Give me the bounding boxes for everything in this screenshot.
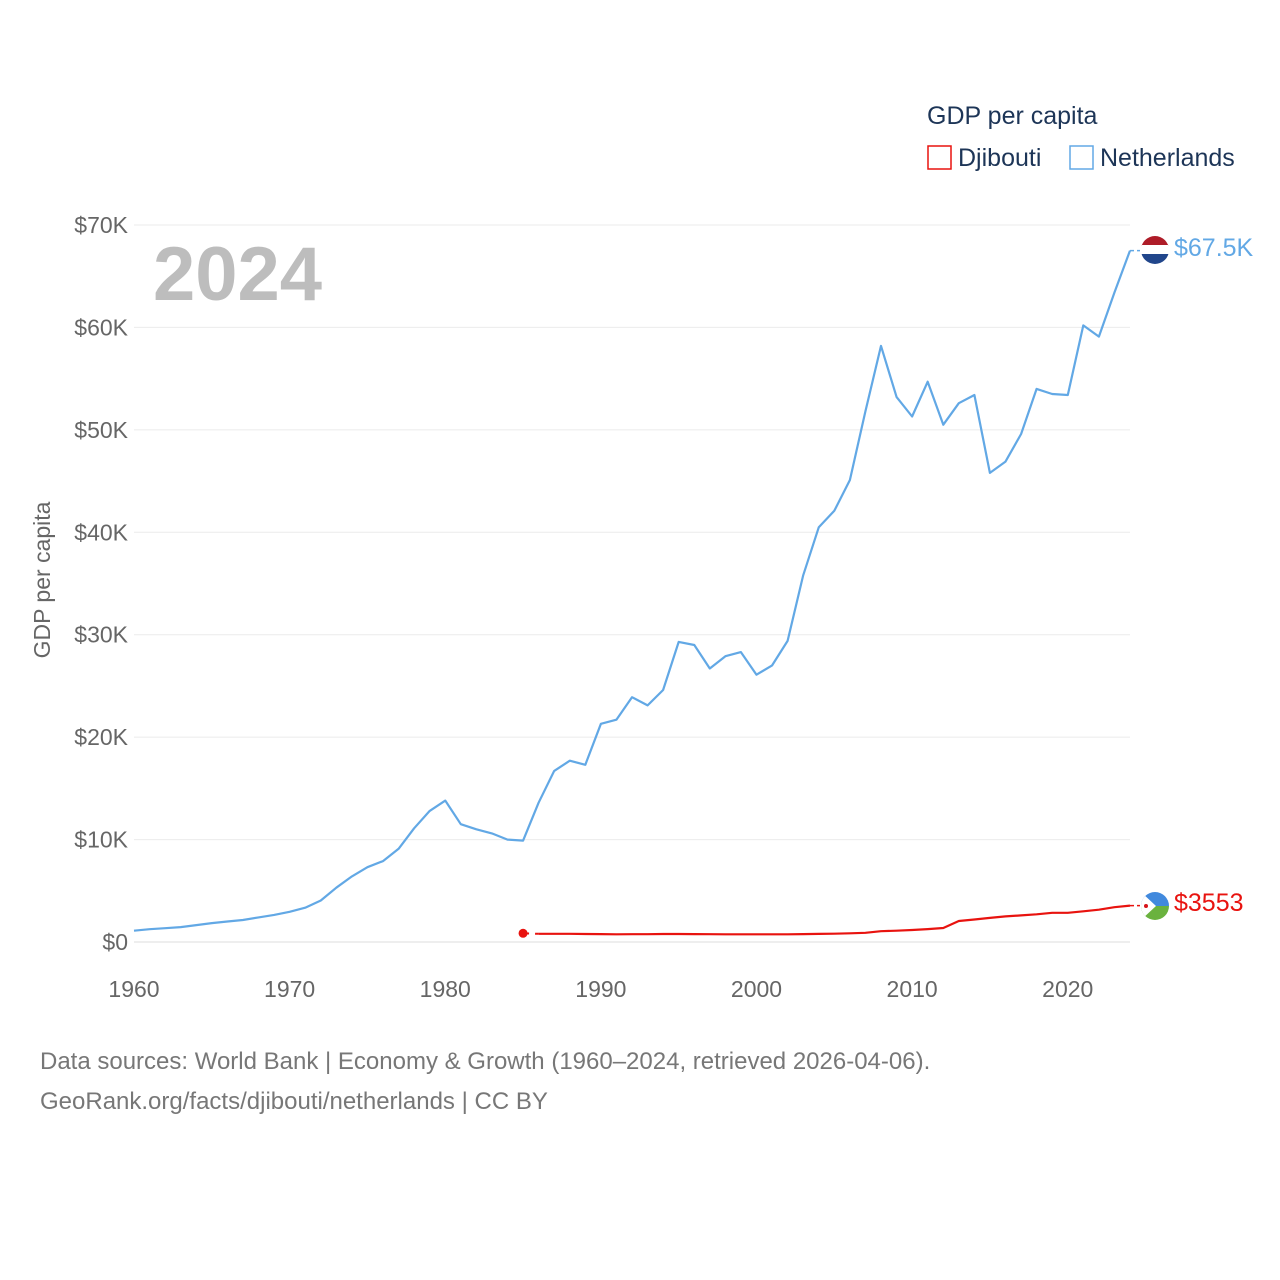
x-axis-ticks: 1960 1970 1980 1990 2000 2010 2020 (108, 976, 1093, 1002)
x-tick-label: 1970 (264, 976, 315, 1002)
legend: GDP per capita Djibouti Netherlands (927, 102, 1235, 172)
legend-title: GDP per capita (927, 102, 1098, 130)
x-tick-label: 1990 (575, 976, 626, 1002)
y-tick-label: $40K (74, 519, 128, 545)
year-label: 2024 (153, 232, 322, 317)
x-tick-label: 1960 (108, 976, 159, 1002)
legend-swatch-djibouti[interactable] (927, 145, 952, 170)
series-djibouti (518, 904, 1140, 938)
djibouti-flag-icon (1141, 892, 1169, 920)
y-axis-ticks: $0 $10K $20K $30K $40K $50K $60K $70K (74, 212, 128, 955)
source-note: Data sources: World Bank | Economy & Gro… (40, 1042, 930, 1122)
y-tick-label: $30K (74, 622, 128, 648)
netherlands-flag-icon (1141, 236, 1169, 264)
y-tick-label: $0 (102, 929, 128, 955)
source-line-1: Data sources: World Bank | Economy & Gro… (40, 1048, 931, 1075)
djibouti-start-point (518, 928, 528, 938)
x-tick-label: 1980 (420, 976, 471, 1002)
x-tick-label: 2020 (1042, 976, 1093, 1002)
netherlands-line[interactable] (133, 250, 1132, 932)
x-tick-label: 2010 (887, 976, 938, 1002)
series-netherlands (133, 249, 1140, 932)
y-axis-label: GDP per capita (29, 501, 55, 658)
legend-swatch-netherlands[interactable] (1069, 145, 1094, 170)
djibouti-line[interactable] (538, 904, 1131, 936)
y-tick-label: $10K (74, 827, 128, 853)
legend-label-netherlands[interactable]: Netherlands (1100, 144, 1235, 172)
djibouti-end-label: $3553 (1174, 889, 1244, 917)
x-tick-label: 2000 (731, 976, 782, 1002)
y-tick-label: $20K (74, 724, 128, 750)
y-tick-label: $50K (74, 417, 128, 443)
y-tick-label: $60K (74, 314, 128, 340)
source-line-2[interactable]: GeoRank.org/facts/djibouti/netherlands |… (40, 1088, 548, 1115)
series-layer (133, 249, 1140, 938)
gridlines (134, 224, 1130, 943)
netherlands-end-label: $67.5K (1174, 234, 1254, 262)
y-tick-label: $70K (74, 212, 128, 238)
legend-label-djibouti[interactable]: Djibouti (958, 144, 1041, 172)
